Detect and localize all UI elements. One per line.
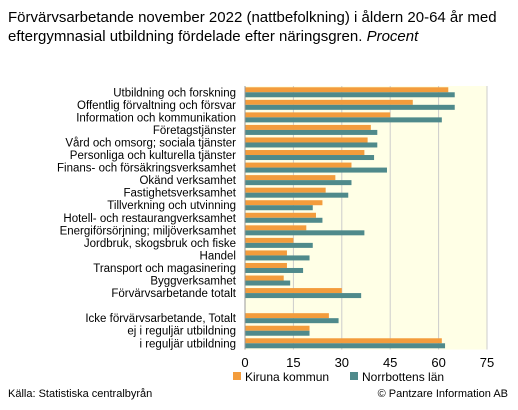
category-label: Företagstjänster <box>153 125 236 137</box>
bar-kiruna <box>245 250 287 256</box>
category-label: Icke förvärvsarbetande, Totalt <box>85 313 236 325</box>
category-label: Personliga och kulturella tjänster <box>70 150 236 162</box>
x-tick-label: 15 <box>286 355 300 370</box>
x-tick-labels: 0 15 30 45 60 75 <box>241 355 494 370</box>
source-note: Källa: Statistiska centralbyrån <box>8 388 153 400</box>
x-tick-label: 45 <box>383 355 397 370</box>
copyright-note: © Pantzare Information AB <box>377 388 508 400</box>
bar-norrbotten <box>245 192 349 198</box>
bar-norrbotten <box>245 217 323 223</box>
bar-norrbotten <box>245 230 365 236</box>
bar-kiruna <box>245 237 294 243</box>
category-label: Offentlig förvaltning och försvar <box>77 100 236 112</box>
chart-title-main: Förvärvsarbetande november 2022 (nattbef… <box>8 9 497 45</box>
legend-swatch <box>350 372 358 380</box>
bar-kiruna <box>245 187 326 193</box>
bar-norrbotten <box>245 155 375 161</box>
bar-norrbotten <box>245 267 304 273</box>
bar-kiruna <box>245 162 352 168</box>
bar-norrbotten <box>245 167 387 173</box>
bar-norrbotten <box>245 104 455 110</box>
x-tick-label: 60 <box>431 355 445 370</box>
category-label: Fastighetsverksamhet <box>124 188 237 200</box>
bar-norrbotten <box>245 142 378 148</box>
bar-norrbotten <box>245 129 378 135</box>
bar-kiruna <box>245 112 391 118</box>
bar-kiruna <box>245 338 442 344</box>
category-label: Okänd verksamhet <box>139 175 236 187</box>
bar-kiruna <box>245 87 449 93</box>
bar-norrbotten <box>245 293 362 299</box>
bar-kiruna <box>245 99 413 105</box>
category-label: Handel <box>200 250 236 262</box>
bar-norrbotten <box>245 330 310 336</box>
legend: Kiruna kommun Norrbottens län <box>233 370 444 384</box>
bar-kiruna <box>245 275 284 281</box>
legend-swatch <box>233 372 241 380</box>
bar-norrbotten <box>245 255 310 261</box>
bar-norrbotten <box>245 180 352 186</box>
bar-norrbotten <box>245 280 291 286</box>
category-label: Vård och omsorg; sociala tjänster <box>65 137 236 149</box>
x-tick-label: 30 <box>335 355 349 370</box>
bar-kiruna <box>245 137 368 143</box>
x-tick-label: 0 <box>241 355 248 370</box>
bar-kiruna <box>245 175 336 181</box>
category-label: Utbildning och forskning <box>113 87 236 99</box>
bar-kiruna <box>245 150 365 156</box>
bar-norrbotten <box>245 318 339 324</box>
category-label: Byggverksamhet <box>150 276 236 288</box>
category-label: i reguljär utbildning <box>139 338 236 350</box>
bar-norrbotten <box>245 205 313 211</box>
bar-kiruna <box>245 225 307 231</box>
category-label: Förvärvsarbetande totalt <box>111 288 236 300</box>
bar-kiruna <box>245 262 287 268</box>
bar-kiruna <box>245 200 323 206</box>
category-label: Information och kommunikation <box>76 112 236 124</box>
bar-kiruna <box>245 124 371 130</box>
chart-title-unit: Procent <box>366 28 419 45</box>
bar-norrbotten <box>245 343 446 349</box>
bar-kiruna <box>245 313 329 319</box>
category-label: ej i reguljär utbildning <box>127 326 236 338</box>
category-label: Transport och magasinering <box>93 263 236 275</box>
category-label: Finans- och försäkringsverksamhet <box>57 163 237 175</box>
chart-title: Förvärvsarbetande november 2022 (nattbef… <box>8 8 508 46</box>
bar-norrbotten <box>245 92 455 98</box>
bar-kiruna <box>245 288 342 294</box>
legend-label: Norrbottens län <box>362 370 444 384</box>
x-tick-label: 75 <box>480 355 494 370</box>
bar-kiruna <box>245 325 310 331</box>
bars <box>245 87 455 349</box>
category-label: Hotell- och restaurangverksamhet <box>63 213 236 225</box>
category-label: Tillverkning och utvinning <box>107 200 236 212</box>
bar-norrbotten <box>245 117 442 123</box>
bar-kiruna <box>245 212 316 218</box>
category-label: Energiförsörjning; miljöverksamhet <box>60 225 237 237</box>
legend-label: Kiruna kommun <box>245 370 329 384</box>
bar-norrbotten <box>245 242 313 248</box>
category-label: Jordbruk, skogsbruk och fiske <box>84 238 236 250</box>
